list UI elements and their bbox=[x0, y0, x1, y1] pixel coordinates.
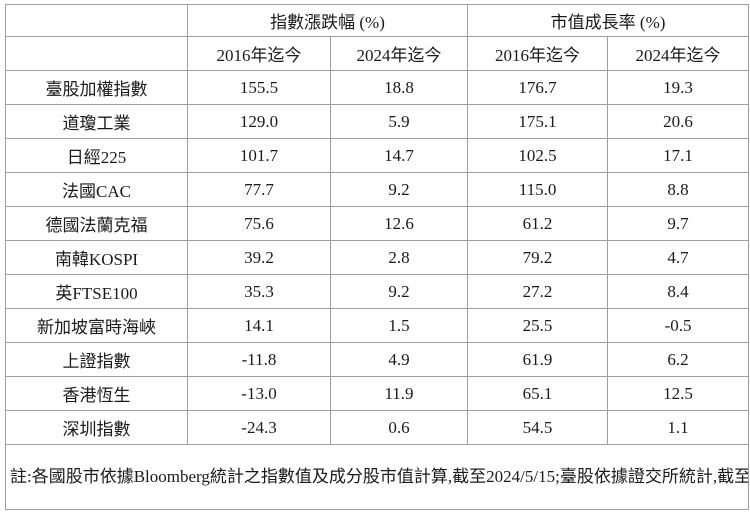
table-row-ftse100: 英FTSE100 35.3 9.2 27.2 8.4 bbox=[5, 274, 750, 309]
group-header-row: 指數漲跌幅 (%) 市值成長率 (%) bbox=[5, 4, 750, 37]
col-header-mcap-2024: 2024年迄今 bbox=[607, 36, 750, 71]
table-row-shenzhen: 深圳指數 -24.3 0.6 54.5 1.1 bbox=[5, 410, 750, 445]
cell-value: 155.5 bbox=[187, 70, 331, 105]
cell-value: 102.5 bbox=[467, 138, 609, 173]
cell-value: 20.6 bbox=[607, 104, 750, 139]
cell-value: 129.0 bbox=[187, 104, 331, 139]
cell-value: 176.7 bbox=[467, 70, 609, 105]
cell-value: 12.6 bbox=[329, 206, 469, 241]
cell-value: 4.7 bbox=[607, 240, 750, 275]
cell-value: 14.1 bbox=[187, 308, 331, 343]
row-label: 上證指數 bbox=[5, 342, 188, 377]
table-row-cac: 法國CAC 77.7 9.2 115.0 8.8 bbox=[5, 172, 750, 207]
table-row-kospi: 南韓KOSPI 39.2 2.8 79.2 4.7 bbox=[5, 240, 750, 275]
cell-value: 35.3 bbox=[187, 274, 331, 309]
cell-value: 9.2 bbox=[329, 274, 469, 309]
cell-value: 8.8 bbox=[607, 172, 750, 207]
footnote-text: 註:各國股市依據Bloomberg統計之指數值及成分股市值計算,截至2024/5… bbox=[4, 444, 750, 510]
cell-value: 19.3 bbox=[607, 70, 750, 105]
cell-value: 14.7 bbox=[329, 138, 469, 173]
cell-value: 18.8 bbox=[329, 70, 469, 105]
cell-value: 0.6 bbox=[329, 410, 469, 445]
cell-value: 8.4 bbox=[607, 274, 750, 309]
cell-value: 65.1 bbox=[467, 376, 609, 411]
stock-index-table-container: 指數漲跌幅 (%) 市值成長率 (%) 2016年迄今 2024年迄今 2016… bbox=[4, 4, 750, 510]
table-row-sse: 上證指數 -11.8 4.9 61.9 6.2 bbox=[5, 342, 750, 377]
table-row-taiex: 臺股加權指數 155.5 18.8 176.7 19.3 bbox=[5, 70, 750, 105]
cell-value: 11.9 bbox=[329, 376, 469, 411]
stock-index-table: 指數漲跌幅 (%) 市值成長率 (%) 2016年迄今 2024年迄今 2016… bbox=[4, 4, 750, 510]
corner-empty-cell-2 bbox=[5, 36, 188, 71]
row-label: 英FTSE100 bbox=[5, 274, 188, 309]
cell-value: 54.5 bbox=[467, 410, 609, 445]
cell-value: 101.7 bbox=[187, 138, 331, 173]
cell-value: 25.5 bbox=[467, 308, 609, 343]
cell-value: 61.9 bbox=[467, 342, 609, 377]
cell-value: 1.1 bbox=[607, 410, 750, 445]
cell-value: -0.5 bbox=[607, 308, 750, 343]
cell-value: 75.6 bbox=[187, 206, 331, 241]
cell-value: -24.3 bbox=[187, 410, 331, 445]
cell-value: 2.8 bbox=[329, 240, 469, 275]
cell-value: -11.8 bbox=[187, 342, 331, 377]
corner-empty-cell bbox=[5, 4, 188, 37]
cell-value: 61.2 bbox=[467, 206, 609, 241]
table-row-hangseng: 香港恆生 -13.0 11.9 65.1 12.5 bbox=[5, 376, 750, 411]
sub-header-row: 2016年迄今 2024年迄今 2016年迄今 2024年迄今 bbox=[5, 36, 750, 71]
cell-value: 9.7 bbox=[607, 206, 750, 241]
cell-value: 115.0 bbox=[467, 172, 609, 207]
group-header-marketcap-growth: 市值成長率 (%) bbox=[467, 4, 750, 37]
row-label: 新加坡富時海峽 bbox=[5, 308, 188, 343]
cell-value: 79.2 bbox=[467, 240, 609, 275]
group-header-index-change: 指數漲跌幅 (%) bbox=[186, 4, 469, 37]
cell-value: 17.1 bbox=[607, 138, 750, 173]
row-label: 深圳指數 bbox=[5, 410, 188, 445]
cell-value: -13.0 bbox=[187, 376, 331, 411]
cell-value: 77.7 bbox=[187, 172, 331, 207]
cell-value: 27.2 bbox=[467, 274, 609, 309]
row-label: 臺股加權指數 bbox=[5, 70, 188, 105]
cell-value: 5.9 bbox=[329, 104, 469, 139]
cell-value: 6.2 bbox=[607, 342, 750, 377]
cell-value: 39.2 bbox=[187, 240, 331, 275]
row-label: 法國CAC bbox=[5, 172, 188, 207]
footnote-row: 註:各國股市依據Bloomberg統計之指數值及成分股市值計算,截至2024/5… bbox=[4, 444, 750, 510]
col-header-index-2024: 2024年迄今 bbox=[329, 36, 469, 71]
row-label: 德國法蘭克福 bbox=[5, 206, 188, 241]
table-row-sti: 新加坡富時海峽 14.1 1.5 25.5 -0.5 bbox=[5, 308, 750, 343]
table-row-nikkei225: 日經225 101.7 14.7 102.5 17.1 bbox=[5, 138, 750, 173]
col-header-mcap-2016: 2016年迄今 bbox=[467, 36, 609, 71]
cell-value: 12.5 bbox=[607, 376, 750, 411]
table-row-frankfurt: 德國法蘭克福 75.6 12.6 61.2 9.7 bbox=[5, 206, 750, 241]
row-label: 香港恆生 bbox=[5, 376, 188, 411]
row-label: 日經225 bbox=[5, 138, 188, 173]
row-label: 道瓊工業 bbox=[5, 104, 188, 139]
row-label: 南韓KOSPI bbox=[5, 240, 188, 275]
cell-value: 9.2 bbox=[329, 172, 469, 207]
cell-value: 4.9 bbox=[329, 342, 469, 377]
col-header-index-2016: 2016年迄今 bbox=[187, 36, 331, 71]
table-row-dow: 道瓊工業 129.0 5.9 175.1 20.6 bbox=[5, 104, 750, 139]
cell-value: 175.1 bbox=[467, 104, 609, 139]
cell-value: 1.5 bbox=[329, 308, 469, 343]
